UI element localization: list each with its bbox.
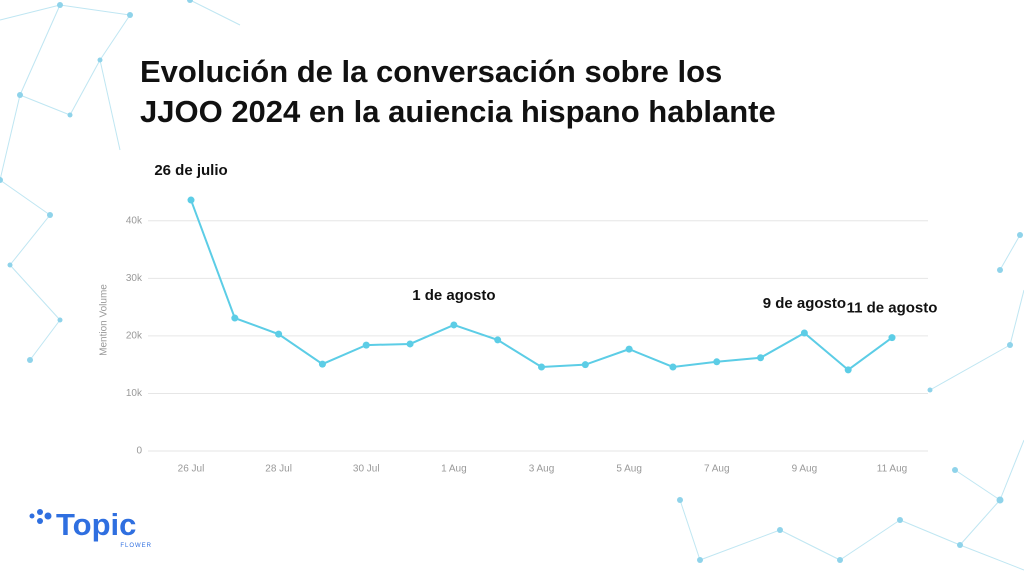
line <box>190 199 893 372</box>
x-tick-label: 1 Aug <box>441 464 467 475</box>
y-tick-label: 10k <box>126 388 143 399</box>
logo-name: Topic <box>56 507 136 542</box>
x-tick-label: 28 Jul <box>265 464 292 475</box>
point <box>625 345 633 353</box>
x-tick-label: 3 Aug <box>529 464 555 475</box>
point <box>713 358 721 366</box>
logo: Topic FLOWER <box>29 507 152 549</box>
annotation: 1 de agosto <box>412 287 495 304</box>
point <box>888 334 896 342</box>
annotation: 26 de julio <box>154 162 227 179</box>
y-tick-label: 0 <box>136 446 142 457</box>
point <box>275 330 283 338</box>
y-tick-label: 20k <box>126 331 143 342</box>
point <box>757 354 765 362</box>
x-tick-label: 30 Jul <box>353 464 380 475</box>
x-tick-label: 7 Aug <box>704 464 730 475</box>
y-tick-label: 30k <box>126 273 143 284</box>
annotation: 11 de agosto <box>847 300 938 317</box>
point <box>800 329 808 337</box>
logo-dot <box>37 509 43 515</box>
point <box>538 363 545 371</box>
logo-dot <box>37 518 43 524</box>
x-tick-label: 5 Aug <box>616 464 642 475</box>
point <box>318 360 326 368</box>
point <box>187 196 195 204</box>
y-axis-title: Mention Volume <box>99 284 110 356</box>
point <box>362 341 370 349</box>
point <box>669 363 677 371</box>
annotation: 9 de agosto <box>763 295 846 312</box>
point <box>406 340 414 348</box>
point <box>581 361 589 369</box>
y-tick-label: 40k <box>126 215 143 226</box>
point <box>844 366 852 374</box>
point <box>231 314 239 322</box>
logo-tagline: FLOWER <box>120 543 152 549</box>
point <box>450 321 458 329</box>
x-tick-label: 11 Aug <box>877 464 907 475</box>
logo-dot <box>44 512 52 520</box>
x-tick-label: 26 Jul <box>178 464 205 475</box>
logo-dot <box>29 513 35 519</box>
chart-title: Evolución de la conversación sobre los <box>140 54 722 89</box>
chart-title: JJOO 2024 en la auiencia hispano hablant… <box>140 94 776 129</box>
x-tick-label: 9 Aug <box>792 464 818 475</box>
point <box>494 336 502 344</box>
